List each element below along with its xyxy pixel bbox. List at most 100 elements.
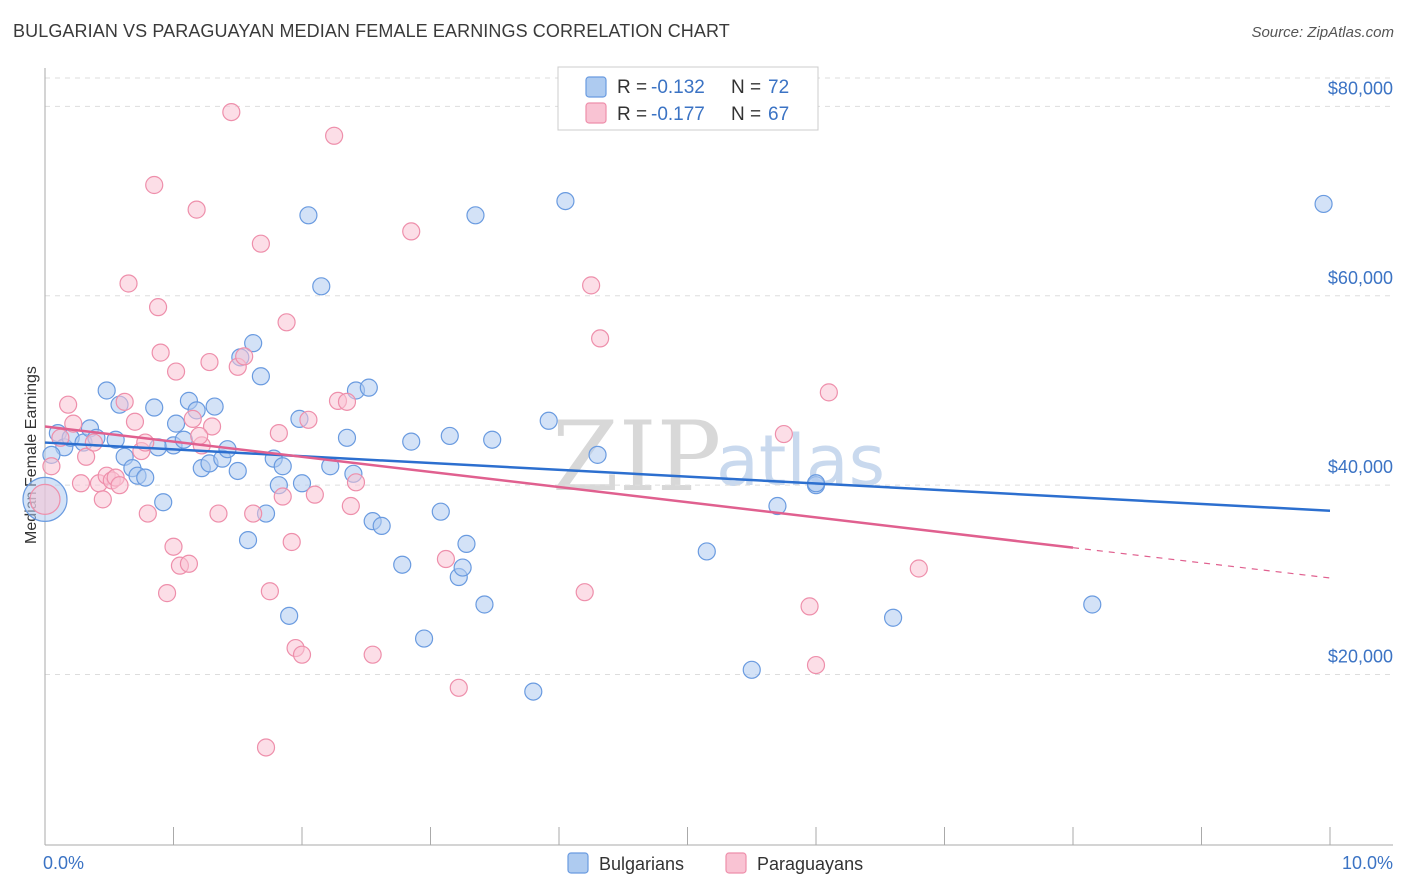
data-point-bulgarians: [312, 277, 331, 296]
data-point-bulgarians: [742, 660, 761, 679]
data-point-paraguayans: [909, 559, 928, 578]
data-point-paraguayans: [806, 655, 826, 675]
data-point-paraguayans: [209, 504, 228, 523]
data-point-paraguayans: [71, 474, 91, 493]
y-tick-labels: $20,000 $40,000 $60,000 $80,000: [1328, 78, 1393, 666]
data-point-paraguayans: [110, 476, 129, 495]
data-point-paraguayans: [277, 313, 296, 332]
gridlines: [45, 77, 1393, 676]
data-point-bulgarians: [883, 608, 903, 627]
trend-lines: [44, 425, 1331, 579]
data-point-paraguayans: [145, 175, 164, 195]
data-point-paraguayans: [187, 200, 206, 219]
data-point-bulgarians: [440, 426, 459, 446]
data-point-bulgarians: [251, 367, 270, 386]
correlation-legend: R = -0.132 N = 72 R = -0.177 N = 67: [557, 66, 819, 131]
data-point-bulgarians: [244, 334, 263, 353]
legend-r-label-paraguayans: R =: [617, 104, 647, 125]
legend-r-value-bulgarians: -0.132: [651, 77, 705, 98]
series-paraguayans: [29, 102, 928, 757]
data-point-bulgarians: [273, 457, 292, 476]
data-point-bulgarians: [145, 398, 164, 417]
data-point-paraguayans: [164, 537, 183, 556]
data-point-paraguayans: [64, 414, 83, 433]
data-point-bulgarians: [166, 414, 186, 433]
data-point-bulgarians: [292, 474, 312, 493]
legend-n-label-bulgarians: N =: [731, 77, 761, 98]
data-point-paraguayans: [115, 392, 134, 411]
trend-line-paraguayans: [44, 425, 1074, 549]
data-point-paraguayans: [591, 329, 610, 348]
data-point-paraguayans: [200, 352, 219, 372]
data-point-paraguayans: [273, 487, 292, 506]
data-point-paraguayans: [190, 426, 209, 446]
data-point-paraguayans: [800, 597, 819, 616]
data-point-paraguayans: [183, 409, 202, 428]
data-point-paraguayans: [363, 645, 382, 664]
data-point-paraguayans: [148, 298, 168, 317]
data-point-paraguayans: [256, 738, 276, 757]
data-point-paraguayans: [244, 504, 263, 523]
data-point-paraguayans: [222, 102, 241, 122]
data-point-paraguayans: [251, 234, 270, 253]
data-point-bulgarians: [453, 558, 472, 577]
data-point-bulgarians: [228, 461, 247, 481]
data-point-paraguayans: [235, 347, 254, 366]
data-point-bulgarians: [238, 530, 258, 550]
chart-source: Source: ZipAtlas.com: [1251, 24, 1394, 41]
data-point-bulgarians: [539, 411, 558, 430]
data-point-bulgarians: [414, 629, 434, 648]
data-point-bulgarians: [475, 595, 494, 614]
data-point-bulgarians: [524, 682, 543, 701]
legend-n-label-paraguayans: N =: [731, 104, 761, 125]
data-point-paraguayans: [157, 584, 177, 603]
data-point-bulgarians: [588, 445, 607, 464]
data-point-bulgarians: [359, 378, 378, 397]
legend-swatch-paraguayans: [585, 102, 607, 124]
bottom-legend-label-bulgarians: Bulgarians: [599, 854, 684, 874]
data-point-bulgarians: [205, 397, 224, 416]
data-point-paraguayans: [179, 554, 199, 573]
data-point-paraguayans: [84, 433, 103, 452]
data-point-bulgarians: [97, 381, 116, 400]
y-tick-label: $60,000: [1328, 268, 1393, 288]
data-point-bulgarians: [768, 496, 787, 516]
y-tick-label: $20,000: [1328, 647, 1393, 667]
trend-line-extension-paraguayans: [1072, 547, 1331, 579]
watermark: ZIP atlas: [552, 401, 885, 513]
legend-r-value-paraguayans: -0.177: [651, 104, 705, 125]
data-point-paraguayans: [341, 496, 360, 516]
data-point-paraguayans: [402, 222, 421, 241]
data-point-paraguayans: [299, 410, 318, 429]
data-point-paraguayans: [59, 395, 78, 414]
data-point-bulgarians: [280, 606, 299, 625]
data-point-bulgarians: [1314, 194, 1333, 214]
data-point-paraguayans: [119, 274, 138, 293]
data-point-bulgarians: [697, 542, 716, 561]
legend-n-value-paraguayans: 67: [768, 104, 789, 125]
data-point-paraguayans: [42, 457, 61, 476]
data-point-bulgarians: [299, 206, 318, 225]
data-point-paraguayans: [436, 549, 456, 569]
data-point-paraguayans: [151, 343, 170, 362]
legend-n-value-bulgarians: 72: [768, 77, 789, 98]
data-point-paraguayans: [325, 126, 344, 145]
bottom-legend-swatch-bulgarians: [567, 852, 589, 874]
data-point-bulgarians: [393, 555, 412, 574]
data-point-bulgarians: [483, 430, 502, 449]
data-point-paraguayans: [337, 392, 357, 411]
data-point-bulgarians: [466, 206, 485, 225]
data-point-paraguayans: [819, 383, 838, 402]
chart-title: BULGARIAN VS PARAGUAYAN MEDIAN FEMALE EA…: [13, 21, 730, 41]
data-point-paraguayans: [166, 362, 186, 381]
data-point-paraguayans: [138, 504, 157, 523]
data-point-paraguayans: [260, 582, 279, 601]
bottom-legend-label-paraguayans: Paraguayans: [757, 854, 863, 874]
legend-r-label-bulgarians: R =: [617, 77, 647, 98]
y-tick-label: $80,000: [1328, 78, 1393, 98]
data-point-paraguayans: [449, 678, 468, 697]
data-point-bulgarians: [337, 428, 357, 447]
watermark-zip: ZIP: [552, 401, 721, 513]
trend-line-bulgarians: [44, 441, 1331, 512]
